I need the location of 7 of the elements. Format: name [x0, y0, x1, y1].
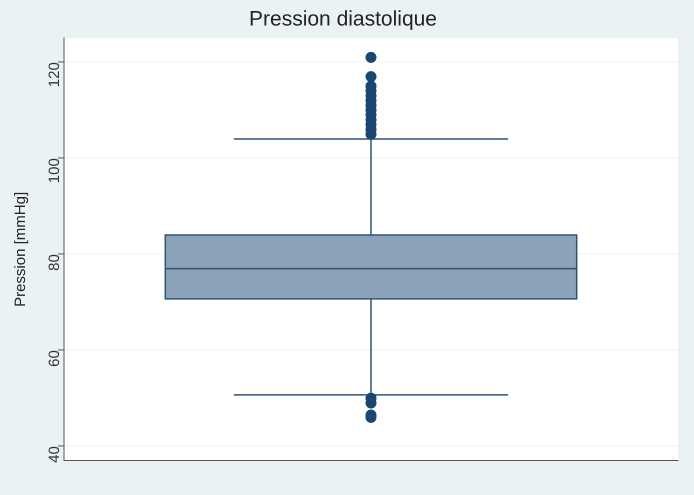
y-tick-label: 100	[46, 158, 64, 184]
y-tick-label: 40	[46, 446, 64, 463]
y-tick-label: 80	[46, 254, 64, 271]
y-tick-label: 60	[46, 350, 64, 367]
chart-title: Pression diastolique	[249, 7, 437, 30]
y-axis-title: Pression [mmHg]	[12, 192, 30, 307]
y-tick-label: 120	[46, 62, 64, 88]
